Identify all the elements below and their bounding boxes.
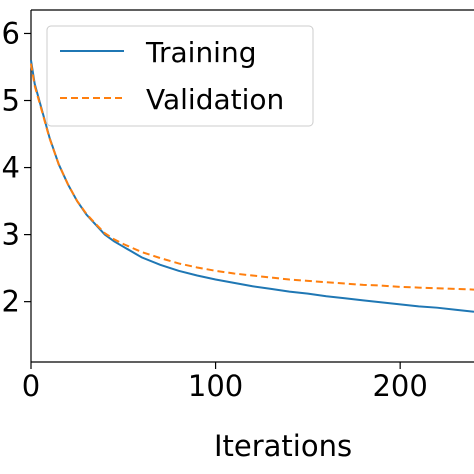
legend-label-validation: Validation <box>146 83 284 116</box>
y-tick-label: 5 <box>2 84 20 118</box>
y-tick-label: 2 <box>2 285 20 319</box>
plot-area: 0 100 200 2 3 4 5 6 <box>2 9 474 403</box>
series-layer <box>30 60 474 313</box>
y-ticks: 2 3 4 5 6 <box>2 16 31 319</box>
series-line-training <box>30 60 474 313</box>
legend-label-training: Training <box>145 36 256 69</box>
y-tick-label: 6 <box>2 16 20 50</box>
legend: Training Validation <box>46 25 314 127</box>
x-axis-label: Iterations <box>214 429 352 463</box>
y-tick-label: 3 <box>2 218 20 252</box>
series-line-validation <box>30 63 474 291</box>
x-ticks: 0 100 200 <box>22 362 428 403</box>
x-tick-label: 100 <box>188 369 243 403</box>
x-tick-label: 0 <box>22 369 40 403</box>
y-tick-label: 4 <box>2 151 20 185</box>
x-tick-label: 200 <box>372 369 427 403</box>
